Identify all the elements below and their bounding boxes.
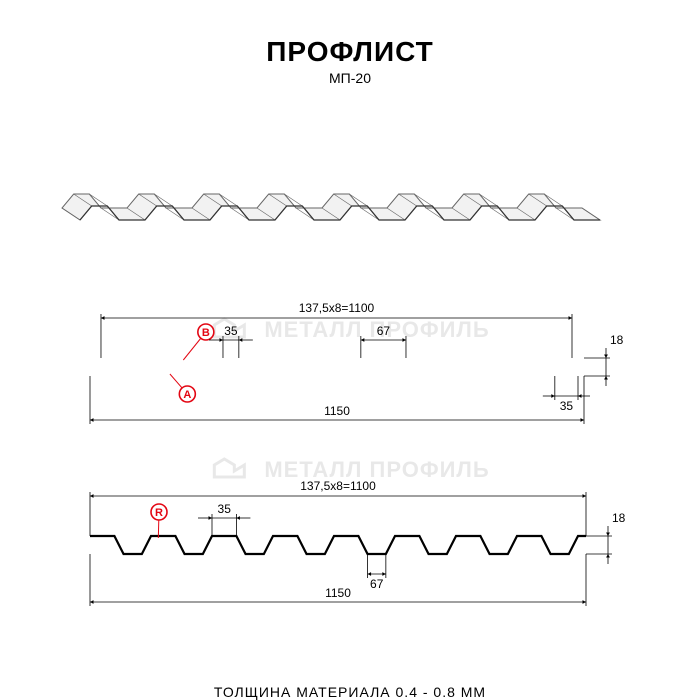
svg-text:1150: 1150	[324, 404, 350, 418]
svg-text:67: 67	[370, 577, 384, 591]
page-title: ПРОФЛИСТ	[0, 36, 700, 68]
svg-text:35: 35	[560, 399, 574, 413]
diagram-area: 137,5x8=1100 35 67 18 35 1150 A B 137,5x8=1100 35…	[60, 166, 640, 646]
svg-text:18: 18	[610, 333, 624, 347]
svg-text:137,5x8=1100: 137,5x8=1100	[300, 479, 376, 493]
svg-text:137,5x8=1100: 137,5x8=1100	[299, 301, 375, 315]
technical-drawing: 137,5x8=1100 35 67 18 35 1150 A B 137,5x8=1100 35…	[60, 166, 640, 646]
svg-text:B: B	[202, 327, 210, 339]
footer-text: ТОЛЩИНА МАТЕРИАЛА 0.4 - 0.8 ММ	[0, 684, 700, 700]
svg-text:A: A	[183, 389, 191, 401]
page-root: ПРОФЛИСТ МП-20 МЕТАЛЛ ПРОФИЛЬ МЕТАЛЛ ПРО…	[0, 36, 700, 700]
svg-text:R: R	[155, 507, 163, 519]
page-subtitle: МП-20	[0, 70, 700, 86]
svg-text:18: 18	[612, 511, 626, 525]
svg-text:35: 35	[224, 324, 238, 338]
svg-text:1150: 1150	[325, 586, 351, 600]
svg-text:35: 35	[218, 502, 232, 516]
svg-text:67: 67	[377, 324, 391, 338]
